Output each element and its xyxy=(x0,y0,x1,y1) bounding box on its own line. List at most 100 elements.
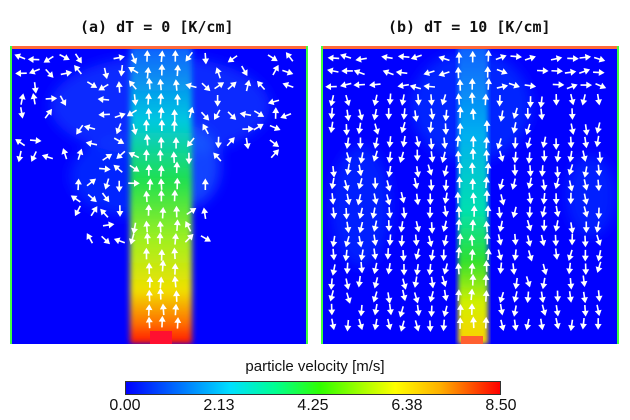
velocity-arrowhead xyxy=(202,58,210,65)
velocity-arrowhead xyxy=(501,68,508,75)
velocity-arrowhead xyxy=(526,182,534,189)
velocity-arrowhead xyxy=(595,127,602,134)
velocity-arrowhead xyxy=(483,232,491,239)
velocity-arrowhead xyxy=(343,283,351,290)
velocity-arrowhead xyxy=(327,54,334,62)
velocity-arrowhead xyxy=(31,87,39,94)
velocity-arrowhead xyxy=(513,81,520,89)
velocity-arrowhead xyxy=(385,297,393,304)
velocity-arrowhead xyxy=(256,80,264,88)
velocity-arrowhead xyxy=(456,304,464,310)
velocity-arrowhead xyxy=(426,169,434,176)
velocity-arrowhead xyxy=(215,67,222,74)
velocity-arrowhead xyxy=(580,323,587,330)
velocity-arrowhead xyxy=(131,227,138,235)
velocity-arrowhead xyxy=(342,184,350,192)
velocity-arrowhead xyxy=(483,149,491,156)
velocity-arrowhead xyxy=(173,219,181,226)
velocity-arrowhead xyxy=(529,54,536,62)
velocity-arrowhead xyxy=(442,170,450,177)
velocity-arrowhead xyxy=(131,99,139,106)
velocity-arrowhead xyxy=(146,276,154,283)
velocity-arrowhead xyxy=(344,226,352,234)
velocity-arrowhead xyxy=(428,311,436,318)
velocity-arrowhead xyxy=(583,68,591,75)
velocity-arrowhead xyxy=(455,93,463,100)
velocity-arrowhead xyxy=(285,52,293,59)
velocity-arrowhead xyxy=(100,208,107,216)
velocity-arrowhead xyxy=(581,310,589,317)
velocity-arrowhead xyxy=(581,255,589,262)
velocity-arrowhead xyxy=(524,280,532,288)
velocity-arrowhead xyxy=(174,317,182,324)
velocity-arrowhead xyxy=(357,323,364,331)
velocity-arrowhead xyxy=(272,107,280,114)
velocity-arrowhead xyxy=(372,282,380,289)
velocity-arrowhead xyxy=(454,191,462,198)
velocity-arrowhead xyxy=(526,212,534,219)
velocity-arrowhead xyxy=(98,84,106,91)
velocity-arrowhead xyxy=(145,289,153,296)
velocity-arrowhead xyxy=(455,289,463,296)
velocity-arrowhead xyxy=(344,115,352,122)
velocity-arrowhead xyxy=(327,67,334,75)
velocity-arrowhead xyxy=(85,140,93,148)
velocity-arrowhead xyxy=(369,81,376,89)
velocity-arrowhead xyxy=(128,66,135,73)
velocity-arrowhead xyxy=(372,323,380,331)
velocity-arrowhead xyxy=(496,100,504,107)
velocity-arrowhead xyxy=(344,168,352,176)
velocity-arrowhead xyxy=(456,122,464,129)
velocity-arrowhead xyxy=(157,165,165,172)
velocity-arrowhead xyxy=(202,123,209,131)
velocity-arrowhead xyxy=(469,273,477,280)
velocity-arrowhead xyxy=(440,325,448,332)
velocity-arrowhead xyxy=(170,119,178,126)
velocity-arrowhead xyxy=(566,296,574,303)
velocity-arrowhead xyxy=(426,326,434,333)
velocity-arrowhead xyxy=(145,77,153,84)
velocity-arrowhead xyxy=(372,142,380,149)
velocity-arrowhead xyxy=(75,56,82,64)
velocity-arrowhead xyxy=(158,315,166,322)
velocity-arrowhead xyxy=(581,241,589,248)
velocity-arrowhead xyxy=(511,170,519,177)
velocity-arrowhead xyxy=(582,142,590,149)
velocity-arrowhead xyxy=(27,56,34,63)
velocity-arrowhead xyxy=(130,57,138,65)
velocity-arrowhead xyxy=(599,82,607,90)
velocity-arrowhead xyxy=(570,68,577,76)
velocity-arrowhead xyxy=(342,255,350,262)
velocity-arrows-a xyxy=(14,50,294,329)
velocity-arrowhead xyxy=(144,66,152,74)
velocity-arrowhead xyxy=(540,141,548,148)
velocity-arrowhead xyxy=(173,205,181,212)
velocity-arrowhead xyxy=(371,253,379,260)
velocity-arrowhead xyxy=(384,199,392,206)
velocity-arrowhead xyxy=(526,101,534,108)
velocity-arrowhead xyxy=(400,212,408,219)
velocity-arrowhead xyxy=(596,255,603,262)
velocity-arrowhead xyxy=(328,283,336,290)
velocity-arrowhead xyxy=(398,240,406,247)
velocity-arrowhead xyxy=(539,239,547,247)
velocity-arrowhead xyxy=(557,67,563,75)
velocity-arrowhead xyxy=(381,53,388,61)
velocity-arrowhead xyxy=(16,155,24,163)
velocity-arrowhead xyxy=(524,297,532,304)
velocity-arrowhead xyxy=(470,205,478,212)
velocity-arrowhead xyxy=(412,240,420,247)
velocity-arrowhead xyxy=(455,218,463,225)
velocity-arrowhead xyxy=(119,112,126,119)
velocity-arrowhead xyxy=(455,246,463,253)
velocity-arrowhead xyxy=(498,183,505,191)
velocity-arrowhead xyxy=(456,162,464,168)
velocity-arrowhead xyxy=(566,268,574,275)
velocity-arrowhead xyxy=(596,157,604,164)
velocity-arrowhead xyxy=(567,168,575,176)
velocity-arrowhead xyxy=(581,297,588,304)
velocity-arrowhead xyxy=(157,288,165,294)
velocity-arrowhead xyxy=(15,69,22,77)
velocity-arrowhead xyxy=(41,153,49,161)
velocity-arrowhead xyxy=(456,233,464,240)
